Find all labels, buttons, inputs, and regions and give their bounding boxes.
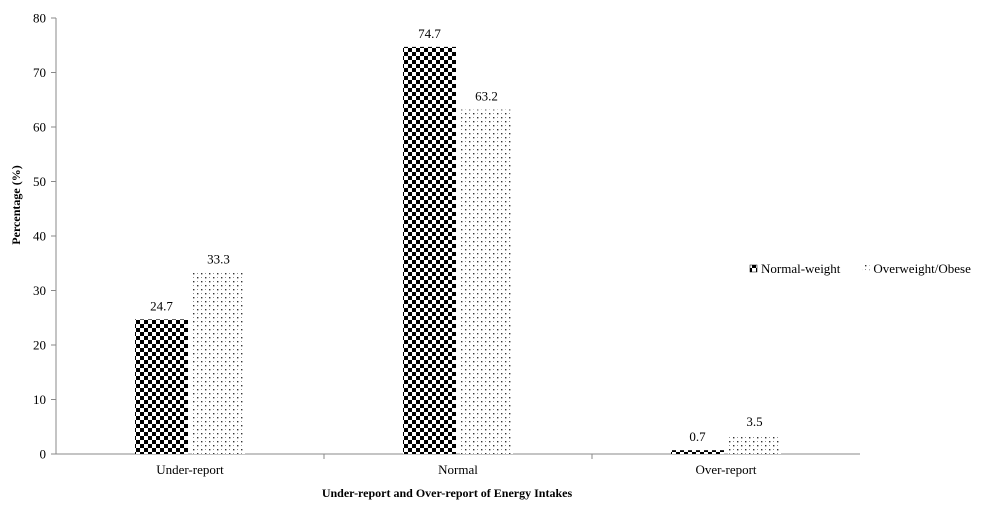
category-labels: Under-report Normal Over-report (156, 454, 757, 477)
bar-overweight-obese-under-report (192, 272, 245, 454)
y-tick-label: 30 (33, 283, 46, 298)
bar-normal-weight-normal (403, 46, 456, 454)
data-label: 24.7 (150, 298, 173, 313)
data-label: 33.3 (207, 252, 230, 267)
data-label: 3.5 (746, 414, 762, 429)
data-label: 63.2 (475, 89, 498, 104)
bar-overweight-obese-over-report (728, 434, 781, 454)
legend-swatch (749, 264, 758, 273)
y-axis-title: Percentage (%) (9, 165, 23, 244)
y-tick-label: 40 (33, 229, 46, 244)
y-axis-ticks: 0 10 20 30 40 50 60 70 80 (33, 11, 56, 462)
legend-label: Normal-weight (761, 261, 841, 276)
data-label: 74.7 (418, 26, 441, 41)
y-tick-label: 10 (33, 392, 46, 407)
legend-label: Overweight/Obese (873, 261, 971, 276)
legend: Normal-weight Overweight/Obese (749, 261, 971, 276)
x-tick-label: Over-report (695, 462, 756, 477)
legend-swatch (862, 265, 870, 272)
y-tick-label: 70 (33, 65, 46, 80)
x-tick-label: Under-report (156, 462, 224, 477)
data-label: 0.7 (689, 429, 706, 444)
x-tick-label: Normal (438, 462, 478, 477)
bar-normal-weight-under-report (135, 319, 188, 454)
bar-normal-weight-over-report (671, 450, 724, 454)
y-tick-label: 0 (40, 447, 47, 462)
y-tick-label: 50 (33, 174, 46, 189)
y-tick-label: 60 (33, 120, 46, 135)
bar-overweight-obese-normal (460, 109, 513, 454)
y-tick-label: 20 (33, 338, 46, 353)
x-axis-title: Under-report and Over-report of Energy I… (322, 486, 573, 500)
bars-group: 24.7 33.3 74.7 63.2 0.7 3.5 (135, 26, 781, 454)
y-tick-label: 80 (33, 11, 46, 26)
